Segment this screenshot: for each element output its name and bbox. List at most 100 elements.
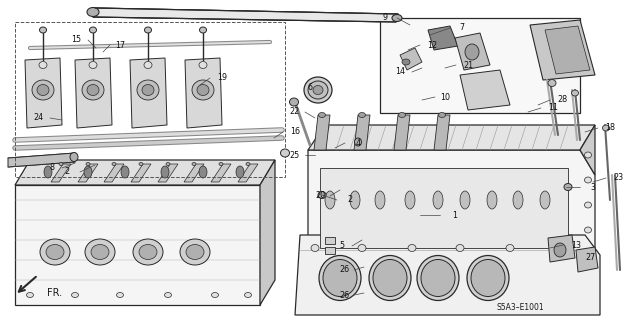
Ellipse shape [144,62,152,69]
Ellipse shape [139,244,157,259]
Text: 20: 20 [315,191,325,201]
Ellipse shape [116,293,124,298]
Ellipse shape [564,183,572,190]
Polygon shape [308,125,595,150]
Ellipse shape [142,85,154,95]
Ellipse shape [112,162,116,166]
Ellipse shape [89,62,97,69]
Ellipse shape [325,191,335,209]
Ellipse shape [554,243,566,257]
Ellipse shape [164,293,172,298]
Ellipse shape [72,293,79,298]
Polygon shape [158,164,178,182]
Text: 9: 9 [383,13,388,23]
Ellipse shape [308,81,328,99]
Polygon shape [75,58,112,128]
Ellipse shape [350,191,360,209]
Ellipse shape [551,244,559,251]
Text: 17: 17 [115,41,125,49]
Ellipse shape [456,244,464,251]
Polygon shape [8,153,75,167]
Ellipse shape [85,239,115,265]
Ellipse shape [44,166,52,178]
Text: 2: 2 [348,196,353,204]
Ellipse shape [86,162,90,166]
Ellipse shape [280,149,289,157]
Text: 3: 3 [591,182,595,191]
Ellipse shape [84,166,92,178]
Ellipse shape [139,162,143,166]
Ellipse shape [40,239,70,265]
Polygon shape [104,164,124,182]
Polygon shape [238,164,258,182]
Ellipse shape [304,77,332,103]
Ellipse shape [584,202,591,208]
Polygon shape [25,58,62,128]
Text: 6: 6 [307,84,312,93]
Ellipse shape [82,80,104,100]
Polygon shape [455,33,490,70]
Ellipse shape [584,252,591,258]
Ellipse shape [137,80,159,100]
Ellipse shape [87,85,99,95]
Polygon shape [354,115,370,150]
Ellipse shape [355,138,362,146]
Polygon shape [580,125,595,175]
Ellipse shape [584,177,591,183]
Ellipse shape [358,244,366,251]
Ellipse shape [392,14,402,21]
Ellipse shape [318,191,326,198]
Ellipse shape [438,113,445,117]
Text: 21: 21 [463,61,473,70]
Ellipse shape [26,293,33,298]
Polygon shape [93,8,398,22]
Ellipse shape [417,256,459,300]
Ellipse shape [219,162,223,166]
Ellipse shape [197,85,209,95]
Text: 19: 19 [217,73,227,83]
Ellipse shape [59,162,63,166]
Polygon shape [394,115,410,150]
Ellipse shape [200,27,207,33]
Polygon shape [530,20,595,80]
Ellipse shape [405,191,415,209]
Ellipse shape [369,256,411,300]
Ellipse shape [433,191,443,209]
Ellipse shape [180,239,210,265]
Ellipse shape [90,27,97,33]
Text: S5A3–E1001: S5A3–E1001 [496,303,544,313]
Bar [325,237,335,244]
Ellipse shape [402,59,410,65]
Ellipse shape [487,191,497,209]
Text: 11: 11 [548,103,558,113]
Bar [320,168,568,248]
Text: 27: 27 [585,254,595,263]
Text: 14: 14 [395,68,405,77]
Polygon shape [460,70,510,110]
Polygon shape [545,26,590,74]
Ellipse shape [460,191,470,209]
Ellipse shape [199,166,207,178]
Ellipse shape [408,244,416,251]
Bar [15,22,285,177]
Ellipse shape [358,113,365,117]
Bar [380,18,580,113]
Polygon shape [78,164,98,182]
Text: 28: 28 [557,95,567,105]
Ellipse shape [399,113,406,117]
Text: FR.: FR. [47,288,63,298]
Ellipse shape [584,152,591,158]
Text: 16: 16 [290,128,300,137]
Polygon shape [434,115,450,150]
Text: 7: 7 [460,24,465,33]
Text: 25: 25 [290,151,300,160]
Ellipse shape [133,239,163,265]
Text: 13: 13 [571,241,581,249]
Ellipse shape [145,27,152,33]
Ellipse shape [313,85,323,94]
Ellipse shape [39,62,47,69]
Polygon shape [130,58,167,128]
Ellipse shape [311,244,319,251]
Ellipse shape [513,191,523,209]
Polygon shape [51,164,71,182]
